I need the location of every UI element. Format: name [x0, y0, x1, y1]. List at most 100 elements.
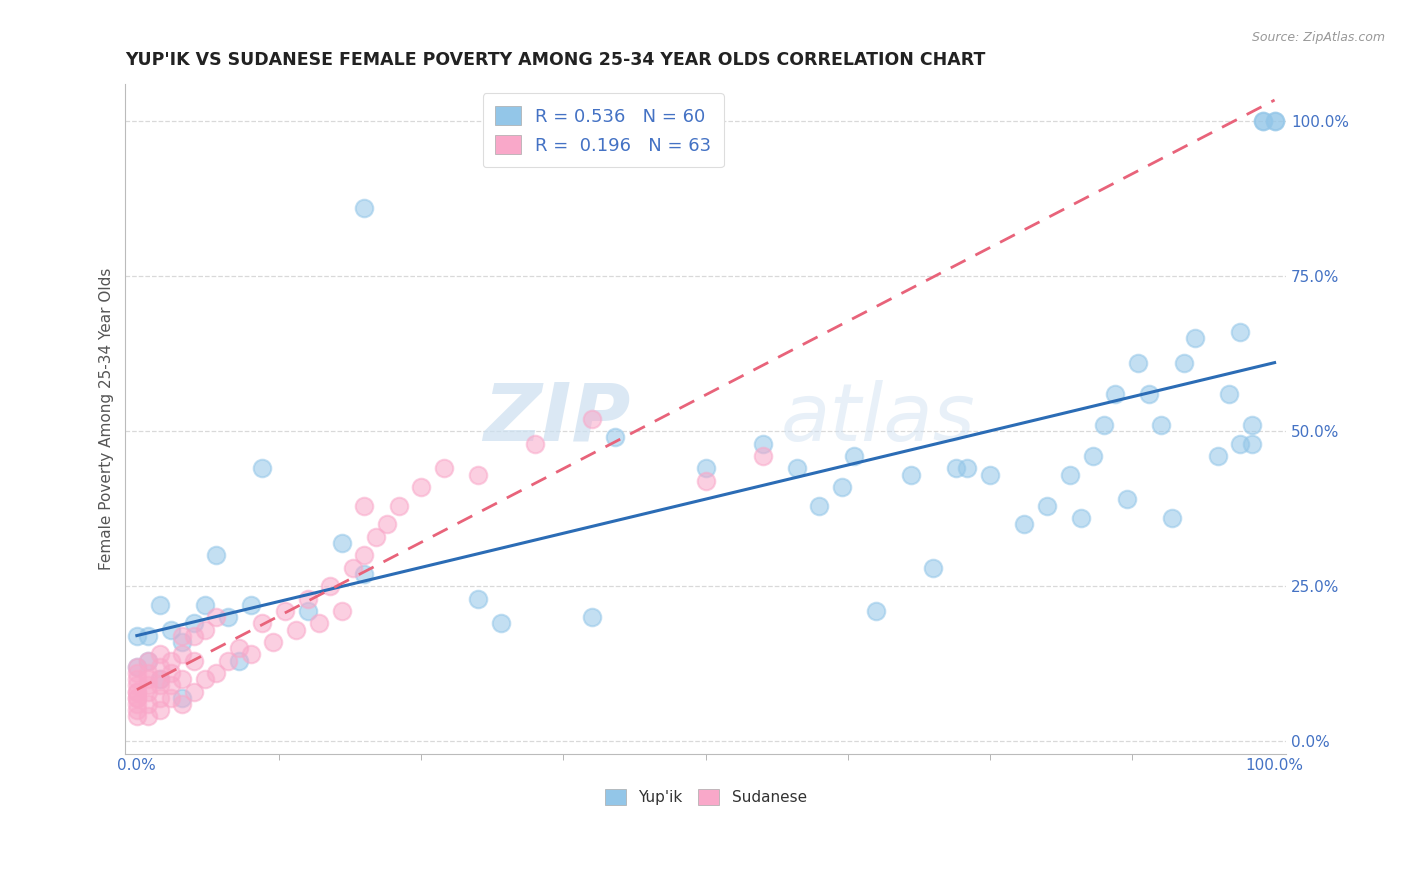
- Point: [353, 499, 375, 513]
- Point: [489, 616, 512, 631]
- Point: [149, 648, 172, 662]
- Y-axis label: Female Poverty Among 25-34 Year Olds: Female Poverty Among 25-34 Year Olds: [100, 268, 114, 570]
- Point: [581, 412, 603, 426]
- Point: [1251, 114, 1274, 128]
- Point: [239, 648, 262, 662]
- Point: [149, 598, 172, 612]
- Point: [125, 709, 148, 723]
- Point: [228, 641, 250, 656]
- Point: [205, 548, 228, 562]
- Point: [172, 648, 194, 662]
- Point: [297, 604, 319, 618]
- Point: [136, 684, 159, 698]
- Point: [411, 480, 433, 494]
- Point: [125, 659, 148, 673]
- Point: [786, 461, 808, 475]
- Point: [160, 690, 183, 705]
- Point: [297, 591, 319, 606]
- Point: [330, 604, 353, 618]
- Point: [433, 461, 456, 475]
- Point: [239, 598, 262, 612]
- Point: [319, 579, 342, 593]
- Point: [603, 430, 626, 444]
- Point: [217, 610, 239, 624]
- Point: [136, 654, 159, 668]
- Point: [695, 461, 717, 475]
- Point: [1206, 449, 1229, 463]
- Point: [330, 535, 353, 549]
- Point: [842, 449, 865, 463]
- Point: [353, 201, 375, 215]
- Point: [581, 610, 603, 624]
- Point: [183, 616, 205, 631]
- Point: [1264, 114, 1286, 128]
- Point: [194, 672, 217, 686]
- Point: [375, 517, 398, 532]
- Point: [125, 703, 148, 717]
- Point: [172, 672, 194, 686]
- Point: [172, 635, 194, 649]
- Point: [808, 499, 831, 513]
- Point: [149, 672, 172, 686]
- Point: [160, 665, 183, 680]
- Point: [353, 548, 375, 562]
- Point: [308, 616, 330, 631]
- Point: [149, 690, 172, 705]
- Point: [250, 616, 273, 631]
- Point: [125, 665, 148, 680]
- Point: [183, 629, 205, 643]
- Point: [751, 449, 773, 463]
- Point: [1240, 417, 1263, 432]
- Text: Source: ZipAtlas.com: Source: ZipAtlas.com: [1251, 31, 1385, 45]
- Point: [125, 690, 148, 705]
- Point: [342, 560, 364, 574]
- Point: [467, 467, 489, 482]
- Point: [831, 480, 853, 494]
- Point: [751, 436, 773, 450]
- Point: [217, 654, 239, 668]
- Point: [125, 678, 148, 692]
- Point: [160, 654, 183, 668]
- Point: [125, 684, 148, 698]
- Point: [172, 690, 194, 705]
- Point: [1092, 417, 1115, 432]
- Point: [125, 690, 148, 705]
- Text: YUP'IK VS SUDANESE FEMALE POVERTY AMONG 25-34 YEAR OLDS CORRELATION CHART: YUP'IK VS SUDANESE FEMALE POVERTY AMONG …: [125, 51, 986, 69]
- Point: [1161, 511, 1184, 525]
- Point: [183, 684, 205, 698]
- Point: [194, 598, 217, 612]
- Point: [136, 672, 159, 686]
- Point: [1184, 331, 1206, 345]
- Point: [387, 499, 409, 513]
- Point: [125, 697, 148, 711]
- Point: [1240, 436, 1263, 450]
- Point: [274, 604, 297, 618]
- Point: [136, 629, 159, 643]
- Point: [979, 467, 1001, 482]
- Point: [1264, 114, 1286, 128]
- Point: [205, 665, 228, 680]
- Point: [1229, 436, 1251, 450]
- Point: [695, 474, 717, 488]
- Point: [865, 604, 887, 618]
- Point: [1150, 417, 1173, 432]
- Point: [172, 629, 194, 643]
- Point: [149, 703, 172, 717]
- Point: [1115, 492, 1137, 507]
- Point: [945, 461, 967, 475]
- Point: [364, 530, 387, 544]
- Point: [183, 654, 205, 668]
- Legend: Yup'ik, Sudanese: Yup'ik, Sudanese: [598, 781, 814, 813]
- Point: [1139, 387, 1161, 401]
- Point: [262, 635, 284, 649]
- Point: [900, 467, 922, 482]
- Point: [1251, 114, 1274, 128]
- Point: [125, 659, 148, 673]
- Point: [922, 560, 945, 574]
- Point: [136, 697, 159, 711]
- Point: [160, 623, 183, 637]
- Point: [136, 654, 159, 668]
- Point: [136, 709, 159, 723]
- Point: [125, 629, 148, 643]
- Point: [1126, 356, 1149, 370]
